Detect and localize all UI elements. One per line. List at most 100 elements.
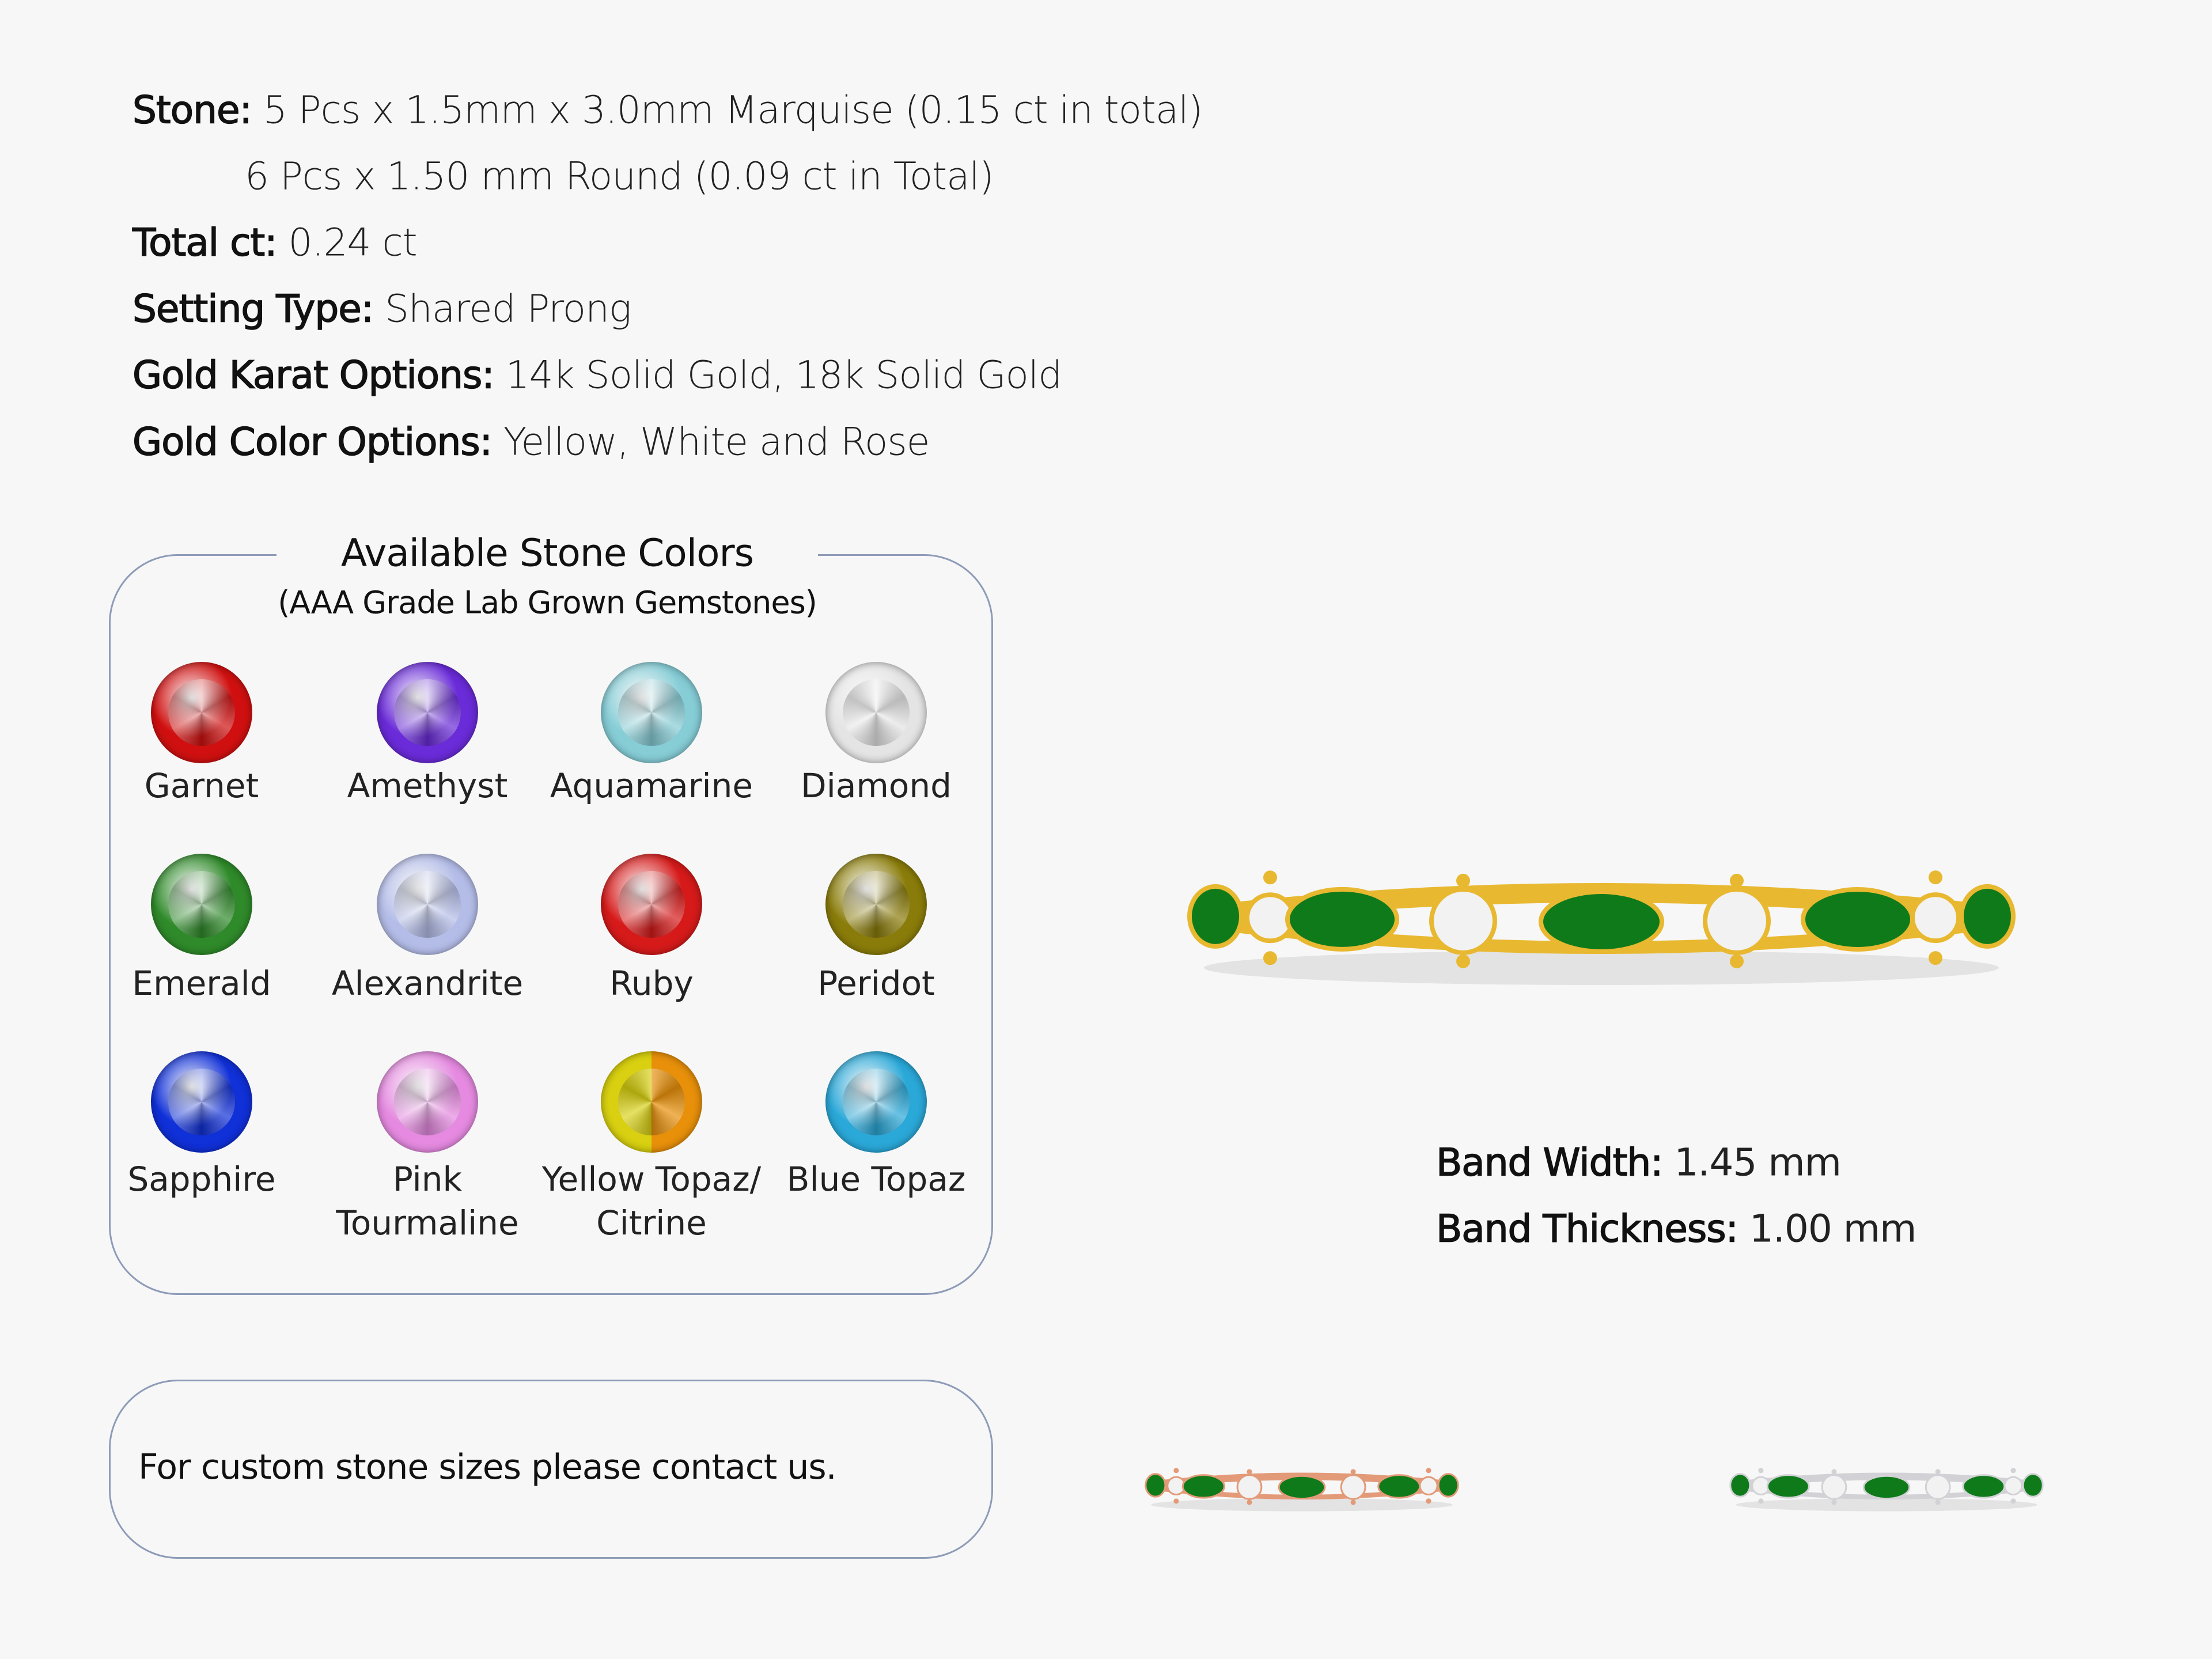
marquise-stone xyxy=(1377,1474,1421,1499)
prong xyxy=(1929,870,1942,885)
spec-key: Total ct: xyxy=(132,220,278,266)
prong xyxy=(1173,1498,1179,1504)
round-diamond xyxy=(2003,1476,2023,1495)
ring-shadow xyxy=(1204,950,1999,985)
dim-key: Band Thickness: xyxy=(1435,1206,1738,1252)
stone-swatch-amethyst xyxy=(377,662,478,763)
stone-label-line: Blue Topaz xyxy=(786,1160,966,1199)
spec-key: Gold Color Options: xyxy=(132,419,493,465)
prong xyxy=(1935,1499,1941,1505)
marquise-stone xyxy=(1187,884,1244,949)
round-diamond xyxy=(1925,1474,1951,1500)
stone-label: Aquamarine xyxy=(550,764,753,808)
spec-gold-karat: Gold Karat Options: 14k Solid Gold, 18k … xyxy=(132,353,1062,398)
stone-label-line: Aquamarine xyxy=(550,766,753,805)
marquise-stone xyxy=(1801,887,1915,952)
band-thickness: Band Thickness: 1.00 mm xyxy=(1435,1206,1917,1252)
round-diamond xyxy=(1703,887,1771,955)
stone-label: Blue Topaz xyxy=(787,1157,966,1201)
stone-label-line: Sapphire xyxy=(127,1160,276,1199)
round-diamond xyxy=(1429,887,1497,955)
ring-image-white xyxy=(1729,1468,2044,1512)
stone-label: Emerald xyxy=(132,961,271,1005)
stone-swatch-emerald xyxy=(151,854,252,955)
ring-shadow xyxy=(1736,1498,2037,1512)
dim-key: Band Width: xyxy=(1435,1140,1664,1185)
stone-label: Peridot xyxy=(817,961,935,1005)
marquise-stone xyxy=(1145,1473,1166,1498)
prong xyxy=(1426,1498,1431,1504)
spec-value: 14k Solid Gold, 18k Solid Gold xyxy=(505,353,1062,397)
prong xyxy=(1758,1498,1764,1504)
spec-value: Yellow, White and Rose xyxy=(503,419,930,464)
band-width: Band Width: 1.45 mm xyxy=(1435,1140,1842,1185)
spec-value: Shared Prong xyxy=(385,286,631,331)
prong xyxy=(1173,1468,1179,1474)
stone-label: Ruby xyxy=(609,961,694,1005)
stone-swatch-sapphire xyxy=(151,1051,252,1153)
stone-colors-subtitle: (AAA Grade Lab Grown Gemstones) xyxy=(278,584,817,621)
stone-label: Yellow Topaz/Citrine xyxy=(542,1157,761,1245)
stone-swatch-garnet xyxy=(151,662,252,763)
spec-value: 5 Pcs x 1.5mm x 3.0mm Marquise (0.15 ct … xyxy=(263,88,1203,132)
marquise-stone xyxy=(1539,889,1664,954)
marquise-stone xyxy=(1437,1473,1459,1498)
marquise-stone xyxy=(1962,1474,2006,1499)
spec-key: Setting Type: xyxy=(132,286,374,332)
stone-label-line: Pink xyxy=(392,1160,463,1199)
prong xyxy=(1831,1469,1837,1475)
stone-label: Sapphire xyxy=(127,1157,275,1201)
stone-label: Garnet xyxy=(145,764,259,808)
prong xyxy=(1263,951,1277,965)
prong xyxy=(1350,1469,1356,1475)
stone-label-line: Emerald xyxy=(132,964,271,1003)
prong xyxy=(1263,870,1277,885)
dim-value: 1.00 mm xyxy=(1749,1206,1917,1251)
prong xyxy=(1730,954,1744,968)
spec-gold-color: Gold Color Options: Yellow, White and Ro… xyxy=(132,419,930,465)
stone-swatch-pink-tourmaline xyxy=(377,1051,478,1153)
ring-image-yellow xyxy=(1187,870,2016,985)
marquise-stone xyxy=(1285,887,1399,952)
spec-value: 0.24 ct xyxy=(288,220,418,265)
prong xyxy=(1456,873,1470,888)
round-diamond xyxy=(1910,892,1961,944)
round-diamond xyxy=(1340,1474,1366,1500)
marquise-stone xyxy=(1862,1475,1911,1500)
stone-label-line: Garnet xyxy=(144,766,259,805)
spec-setting-type: Setting Type: Shared Prong xyxy=(132,286,631,332)
stone-label-line: Tourmaline xyxy=(336,1203,519,1243)
contact-panel xyxy=(109,1380,993,1559)
marquise-stone xyxy=(1181,1474,1225,1499)
stone-label: Pink Tourmaline xyxy=(336,1157,518,1245)
stone-swatch-alexandrite xyxy=(377,854,478,955)
stone-label-line: Amethyst xyxy=(347,766,508,805)
marquise-stone xyxy=(1729,1473,1751,1498)
prong xyxy=(1831,1499,1837,1505)
stone-label-line: Ruby xyxy=(609,964,694,1003)
stone-label: Diamond xyxy=(801,764,952,808)
marquise-stone xyxy=(2022,1473,2044,1498)
prong xyxy=(1350,1499,1356,1505)
round-diamond xyxy=(1236,1474,1263,1500)
marquise-stone xyxy=(1766,1474,1810,1499)
round-diamond xyxy=(1419,1476,1438,1495)
spec-stone: Stone: 5 Pcs x 1.5mm x 3.0mm Marquise (0… xyxy=(132,88,1203,133)
prong xyxy=(1730,873,1744,888)
prong xyxy=(1929,951,1942,965)
stone-swatch-yellow-topaz-citrine xyxy=(601,1051,702,1153)
spec-stone-round: 6 Pcs x 1.50 mm Round (0.09 ct in Total) xyxy=(245,154,994,199)
stone-label: Alexandrite xyxy=(332,961,523,1005)
prong xyxy=(2010,1498,2016,1504)
prong xyxy=(1935,1469,1941,1475)
prong xyxy=(1456,954,1470,968)
stone-label: Amethyst xyxy=(347,764,508,808)
stone-swatch-diamond xyxy=(825,662,927,763)
ring-shadow xyxy=(1151,1498,1453,1512)
prong xyxy=(1758,1468,1764,1474)
stone-label-line: Yellow Topaz/ xyxy=(541,1160,762,1199)
stone-colors-title: Available Stone Colors xyxy=(276,531,818,575)
spec-value: 6 Pcs x 1.50 mm Round (0.09 ct in Total) xyxy=(245,154,994,199)
ring-image-rose xyxy=(1145,1468,1459,1512)
dim-value: 1.45 mm xyxy=(1674,1140,1842,1185)
